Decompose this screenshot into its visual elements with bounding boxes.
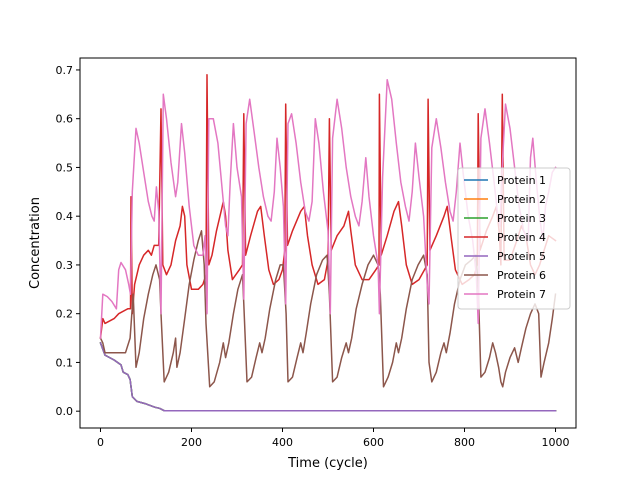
y-tick-label: 0.0	[56, 405, 74, 418]
x-tick-label: 0	[97, 436, 104, 449]
legend: Protein 1 Protein 2 Protein 3 Protein 4 Prot…	[457, 167, 571, 310]
x-tick-label: 400	[272, 436, 293, 449]
y-tick-label: 0.3	[56, 259, 74, 272]
y-tick-label: 0.7	[56, 64, 74, 77]
legend-label: Protein 7	[497, 288, 546, 301]
y-axis: 0.0 0.1 0.2 0.3 0.4 0.5 0.6 0.7	[56, 64, 80, 418]
legend-label: Protein 6	[497, 269, 546, 282]
x-tick-label: 200	[181, 436, 202, 449]
legend-label: Protein 2	[497, 193, 546, 206]
x-axis: 0 200 400 600 800 1000	[97, 428, 570, 449]
y-tick-label: 0.5	[56, 161, 74, 174]
plot-frame	[79, 57, 577, 429]
y-tick-label: 0.1	[56, 356, 74, 369]
x-tick-label: 800	[454, 436, 475, 449]
legend-label: Protein 1	[497, 174, 546, 187]
y-tick-label: 0.6	[56, 113, 74, 126]
y-axis-label: Concentration	[28, 197, 43, 289]
y-tick-label: 0.2	[56, 308, 74, 321]
y-tick-label: 0.4	[56, 210, 74, 223]
legend-label: Protein 4	[497, 231, 546, 244]
legend-box	[457, 167, 571, 310]
legend-label: Protein 5	[497, 250, 546, 263]
x-tick-label: 1000	[542, 436, 570, 449]
x-axis-label: Time (cycle)	[287, 456, 368, 471]
series-line-protein-6	[99, 230, 557, 388]
series-line-protein-5	[99, 341, 557, 412]
legend-label: Protein 3	[497, 212, 546, 225]
x-tick-label: 600	[363, 436, 384, 449]
